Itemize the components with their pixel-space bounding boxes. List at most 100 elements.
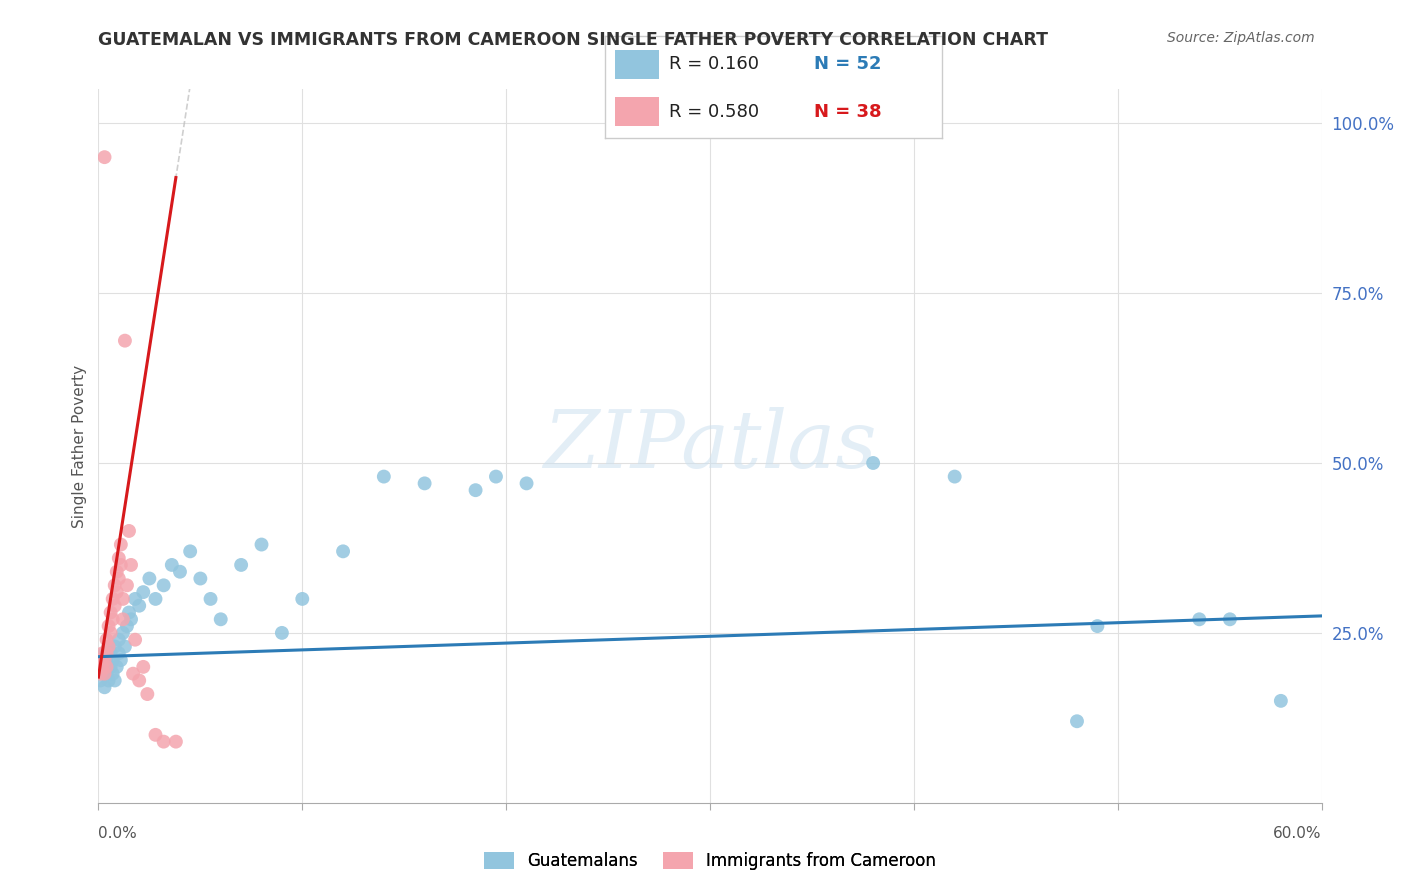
Point — [104, 599, 127, 613]
Point — [93, 653, 115, 667]
Point — [373, 469, 395, 483]
Point — [120, 558, 142, 572]
Point — [104, 640, 127, 654]
Point — [516, 476, 538, 491]
Point — [179, 544, 201, 558]
Point — [100, 626, 122, 640]
Point — [108, 646, 131, 660]
Point — [1219, 612, 1241, 626]
Legend: Guatemalans, Immigrants from Cameroon: Guatemalans, Immigrants from Cameroon — [477, 845, 943, 877]
Point — [97, 640, 120, 654]
Point — [145, 728, 167, 742]
Text: GUATEMALAN VS IMMIGRANTS FROM CAMEROON SINGLE FATHER POVERTY CORRELATION CHART: GUATEMALAN VS IMMIGRANTS FROM CAMEROON S… — [98, 31, 1049, 49]
Point — [97, 640, 120, 654]
Point — [115, 619, 138, 633]
Point — [862, 456, 884, 470]
Point — [110, 558, 132, 572]
Text: 0.0%: 0.0% — [98, 827, 138, 841]
Point — [93, 666, 115, 681]
Point — [108, 551, 131, 566]
Point — [93, 150, 115, 164]
Point — [101, 591, 124, 606]
Point — [105, 565, 128, 579]
Point — [104, 578, 127, 592]
Point — [464, 483, 486, 498]
Point — [101, 653, 124, 667]
Point — [231, 558, 253, 572]
Point — [108, 632, 131, 647]
Point — [89, 666, 111, 681]
Point — [104, 673, 127, 688]
Point — [100, 660, 122, 674]
Point — [200, 591, 222, 606]
Point — [91, 646, 114, 660]
Text: ZIPatlas: ZIPatlas — [543, 408, 877, 484]
Point — [132, 660, 155, 674]
Point — [1270, 694, 1292, 708]
Point — [209, 612, 232, 626]
Point — [115, 578, 138, 592]
Point — [250, 537, 273, 551]
Point — [105, 660, 128, 674]
Text: R = 0.580: R = 0.580 — [669, 103, 759, 120]
Point — [114, 640, 136, 654]
Point — [110, 653, 132, 667]
Point — [96, 666, 118, 681]
Point — [97, 673, 120, 688]
Point — [91, 660, 114, 674]
Point — [160, 558, 183, 572]
Point — [100, 646, 122, 660]
Point — [101, 666, 124, 681]
Point — [165, 734, 187, 748]
Point — [291, 591, 314, 606]
Point — [93, 646, 115, 660]
Point — [111, 626, 134, 640]
Bar — [614, 97, 658, 126]
Point — [93, 680, 115, 694]
Point — [89, 673, 111, 688]
Point — [1188, 612, 1211, 626]
Point — [128, 673, 150, 688]
Point — [138, 572, 160, 586]
Point — [124, 632, 146, 647]
Point — [136, 687, 159, 701]
Point — [96, 646, 118, 660]
Point — [270, 626, 294, 640]
Point — [111, 612, 134, 626]
Point — [152, 734, 174, 748]
Point — [152, 578, 174, 592]
Point — [100, 606, 122, 620]
Point — [111, 591, 134, 606]
Point — [101, 612, 124, 626]
Point — [132, 585, 155, 599]
Point — [124, 591, 146, 606]
Point — [114, 334, 136, 348]
Text: N = 38: N = 38 — [814, 103, 882, 120]
Point — [943, 469, 966, 483]
Point — [110, 537, 132, 551]
Point — [91, 660, 114, 674]
Point — [332, 544, 354, 558]
Point — [188, 572, 212, 586]
Point — [97, 619, 120, 633]
Y-axis label: Single Father Poverty: Single Father Poverty — [72, 365, 87, 527]
Point — [413, 476, 436, 491]
Point — [89, 653, 111, 667]
Point — [105, 585, 128, 599]
Text: R = 0.160: R = 0.160 — [669, 55, 759, 73]
Point — [120, 612, 142, 626]
Point — [118, 524, 141, 538]
Point — [96, 653, 118, 667]
Point — [118, 606, 141, 620]
Point — [1066, 714, 1088, 729]
Bar — [614, 50, 658, 78]
Point — [108, 572, 131, 586]
Point — [128, 599, 150, 613]
Text: N = 52: N = 52 — [814, 55, 882, 73]
Point — [169, 565, 191, 579]
Point — [96, 660, 118, 674]
Text: 60.0%: 60.0% — [1274, 827, 1322, 841]
Point — [96, 632, 118, 647]
Point — [485, 469, 508, 483]
Point — [145, 591, 167, 606]
